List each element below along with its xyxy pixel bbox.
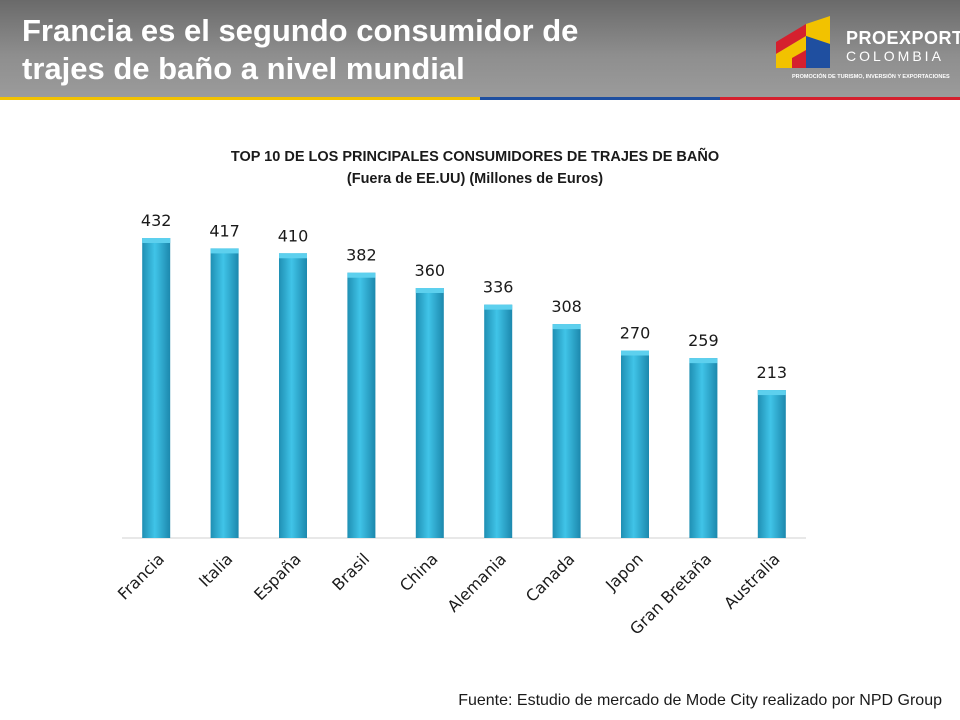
data-label-7: 270 <box>620 324 651 343</box>
page-title-line-1: Francia es el segundo consumidor de <box>22 13 579 48</box>
logo-country: COLOMBIA <box>846 48 944 64</box>
bar-cap-2 <box>279 253 307 259</box>
proexport-logo: PROEXPORT COLOMBIA PROMOCIÓN DE TURISMO,… <box>772 14 960 90</box>
category-label-2: España <box>250 549 305 604</box>
flag-stripe-blue <box>480 97 720 100</box>
bar-2 <box>279 253 307 538</box>
bar-cap-3 <box>347 272 376 278</box>
proexport-house-icon <box>776 16 830 68</box>
category-label-6: Canada <box>522 549 578 605</box>
category-label-9: Australia <box>720 549 783 612</box>
data-label-0: 432 <box>141 211 172 230</box>
category-label-4: China <box>396 549 442 595</box>
data-label-5: 336 <box>483 278 514 297</box>
bar-6 <box>552 324 581 538</box>
bar-cap-6 <box>552 324 581 330</box>
page-title: Francia es el segundo consumidor de traj… <box>22 12 622 88</box>
bar-5 <box>484 304 513 538</box>
logo-name: PROEXPORT <box>846 28 960 48</box>
bar-cap-7 <box>621 350 649 356</box>
bar-cap-9 <box>757 390 786 396</box>
bar-cap-5 <box>484 304 513 310</box>
bar-0 <box>142 238 171 538</box>
bar-1 <box>210 248 239 538</box>
data-label-3: 382 <box>346 246 377 265</box>
category-label-1: Italia <box>195 549 236 590</box>
data-label-1: 417 <box>209 221 240 240</box>
data-label-4: 360 <box>415 261 446 280</box>
bar-cap-4 <box>415 288 444 293</box>
chart-title: TOP 10 DE LOS PRINCIPALES CONSUMIDORES D… <box>110 146 840 190</box>
bar-7 <box>621 350 649 538</box>
category-label-7: Japon <box>601 549 647 595</box>
bar-9 <box>757 390 786 538</box>
bar-8 <box>689 358 718 538</box>
logo-tagline: PROMOCIÓN DE TURISMO, INVERSIÓN Y EXPORT… <box>792 74 950 80</box>
flag-stripe-red <box>720 97 960 100</box>
flag-stripe-yellow <box>0 97 480 100</box>
category-label-0: Francia <box>114 549 168 603</box>
bar-4 <box>415 288 444 538</box>
bar-cap-8 <box>689 358 718 364</box>
data-label-6: 308 <box>551 297 582 316</box>
page-title-line-2: trajes de baño a nivel mundial <box>22 51 465 86</box>
bar-cap-0 <box>142 238 171 243</box>
data-label-9: 213 <box>757 363 788 382</box>
data-label-8: 259 <box>688 331 719 350</box>
chart-subtitle: (Fuera de EE.UU) (Millones de Euros) <box>346 171 604 187</box>
bar-3 <box>347 272 376 538</box>
source-note: Fuente: Estudio de mercado de Mode City … <box>458 692 942 709</box>
data-label-2: 410 <box>278 226 309 245</box>
category-label-3: Brasil <box>328 549 373 594</box>
header-banner: Francia es el segundo consumidor de traj… <box>0 0 960 100</box>
category-label-5: Alemania <box>444 549 510 615</box>
bars-group: 432 Francia 417 Italia 410 España 382 Brasil 360… <box>114 211 787 639</box>
bar-cap-1 <box>210 248 239 254</box>
chart-title-line-1: TOP 10 DE LOS PRINCIPALES CONSUMIDORES D… <box>230 149 720 165</box>
